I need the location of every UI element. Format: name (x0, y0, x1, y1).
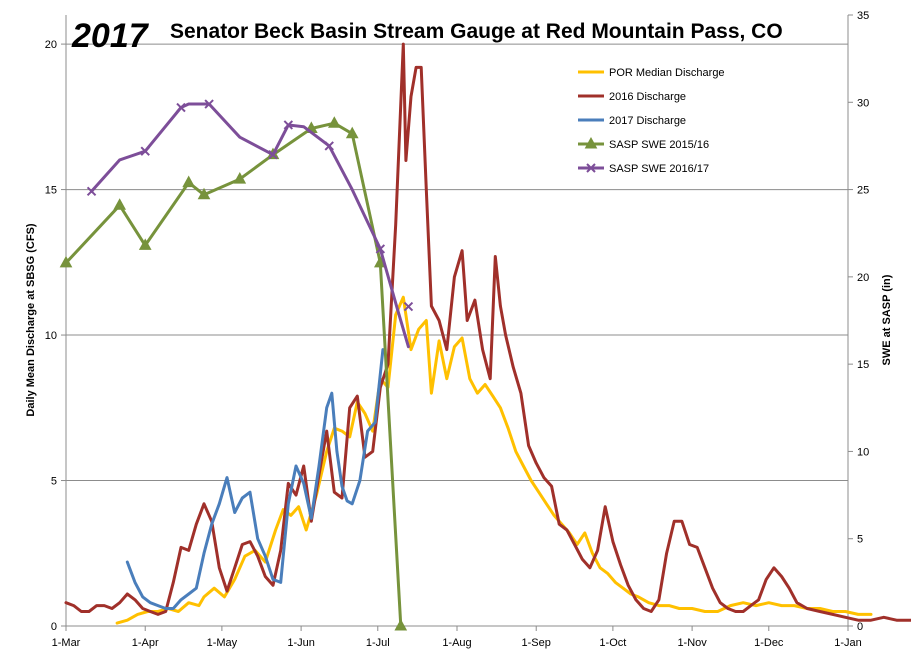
x-tick-label: 1-Dec (754, 637, 784, 649)
data-point-marker (394, 618, 408, 631)
legend-item: 2016 Discharge (578, 91, 686, 103)
data-point-marker (204, 99, 214, 109)
x-tick-label: 1-Nov (677, 637, 707, 649)
series-line (64, 121, 403, 628)
marker-stroke (324, 141, 334, 151)
x-tick-label: 1-Oct (599, 637, 626, 649)
y2-tick-label: 20 (857, 272, 869, 284)
chart-title: Senator Beck Basin Stream Gauge at Red M… (170, 20, 783, 43)
data-point-marker (403, 301, 414, 312)
data-point-marker (268, 149, 278, 160)
data-point-marker (233, 172, 247, 184)
legend-item: SASP SWE 2015/16 (578, 136, 709, 151)
x-tick-label: 1-Mar (52, 637, 81, 649)
y-tick-label: 10 (45, 330, 57, 342)
legend: POR Median Discharge 2016 Discharge 2017 D… (578, 67, 725, 175)
y-tick-label: 5 (51, 476, 57, 488)
y-axis-title: Daily Mean Discharge at SBSG (CFS) (25, 223, 37, 416)
y2-tick-label: 5 (857, 534, 863, 546)
series-line (90, 102, 410, 349)
series-line (64, 42, 911, 622)
marker-stroke (140, 146, 150, 156)
data-point-marker (59, 255, 73, 268)
y2-tick-label: 25 (857, 185, 869, 197)
x-tick-label: 1-Sep (522, 637, 551, 649)
series-sasp-swe-2015-16 (59, 116, 408, 631)
x-tick-label: 1-Aug (442, 637, 471, 649)
legend-label: POR Median Discharge (609, 67, 725, 79)
right-axis-ticks: 0 5 10 15 20 25 30 35 (848, 10, 869, 633)
y-tick-label: 20 (45, 39, 57, 51)
marker-stroke (176, 102, 186, 113)
legend-label: SASP SWE 2016/17 (609, 163, 709, 175)
data-point-marker (197, 187, 211, 200)
data-point-marker (283, 120, 294, 130)
y2-tick-label: 0 (857, 621, 863, 633)
x-tick-label: 1-Jun (287, 637, 315, 649)
data-point-marker (86, 186, 97, 197)
series-2017-discharge (125, 348, 385, 610)
x-tick-label: 1-May (207, 637, 238, 649)
series-line (125, 348, 385, 610)
legend-label: 2017 Discharge (609, 115, 686, 127)
year-label: 2017 (71, 17, 150, 55)
x-tick-label: 1-Jan (834, 637, 862, 649)
data-point-marker (324, 141, 334, 151)
legend-marker (586, 163, 596, 173)
series-layer (59, 42, 911, 631)
legend-item: SASP SWE 2016/17 (578, 163, 709, 175)
y2-tick-label: 15 (857, 359, 869, 371)
y2-tick-label: 10 (857, 446, 869, 458)
marker-stroke (268, 149, 278, 160)
x-tick-label: 1-Apr (132, 637, 159, 649)
data-point-marker (182, 175, 196, 188)
marker-stroke (403, 301, 414, 312)
legend-item: 2017 Discharge (578, 115, 686, 127)
x-axis-ticks: 1-Mar 1-Apr 1-May 1-Jun 1-Jul 1-Aug 1-Sep 1-Oct… (52, 626, 862, 649)
left-axis-ticks: 0 5 10 15 20 (45, 39, 66, 633)
y-tick-label: 15 (45, 185, 57, 197)
legend-label: 2016 Discharge (609, 91, 686, 103)
data-point-marker (113, 198, 127, 210)
y2-axis-title: SWE at SASP (in) (881, 274, 893, 365)
marker-stroke (204, 99, 214, 109)
y2-tick-label: 35 (857, 10, 869, 22)
series-sasp-swe-2016-17 (86, 99, 414, 349)
data-point-marker (327, 116, 341, 128)
data-point-marker (176, 102, 186, 113)
marker-stroke (586, 163, 596, 173)
legend-item: POR Median Discharge (578, 67, 725, 79)
y-tick-label: 0 (51, 621, 57, 633)
series-2016-discharge (64, 42, 911, 622)
series-por-median-discharge (115, 295, 873, 625)
x-tick-label: 1-Jul (366, 637, 390, 649)
marker-stroke (86, 186, 97, 197)
legend-marker (584, 136, 598, 149)
data-point-marker (375, 244, 386, 254)
y2-tick-label: 30 (857, 97, 869, 109)
marker-stroke (283, 120, 294, 130)
legend-label: SASP SWE 2015/16 (609, 139, 709, 151)
data-point-marker (138, 238, 152, 250)
data-point-marker (140, 146, 150, 156)
series-line (115, 295, 873, 625)
data-point-marker (345, 126, 359, 139)
marker-stroke (375, 244, 386, 254)
